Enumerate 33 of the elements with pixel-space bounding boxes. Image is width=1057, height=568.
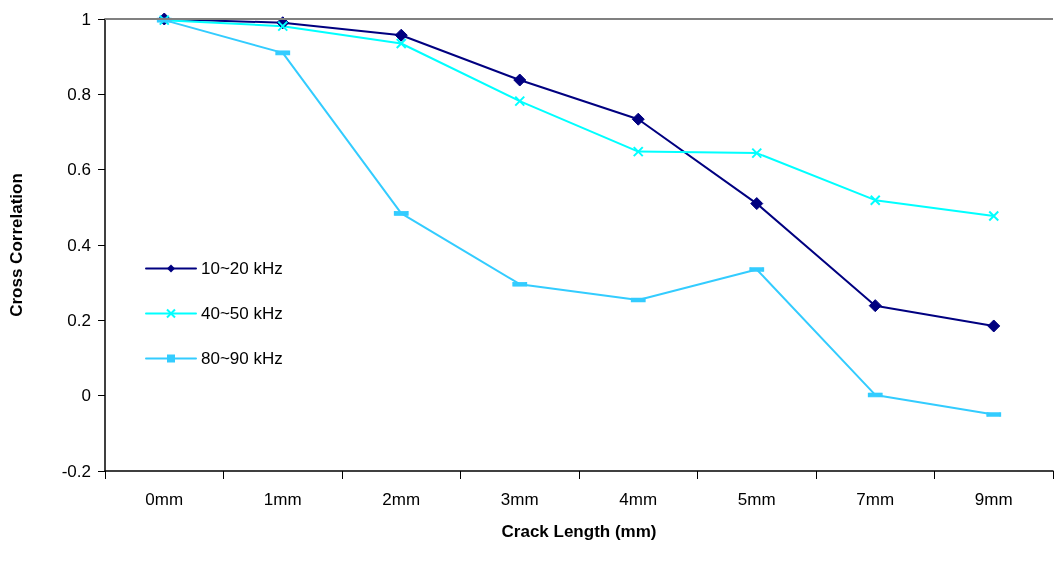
x-tick-label: 4mm bbox=[619, 490, 658, 509]
point bbox=[751, 147, 763, 159]
legend-label: 40~50 kHz bbox=[201, 304, 283, 323]
x-tick-label: 0mm bbox=[145, 490, 184, 509]
point bbox=[513, 73, 527, 87]
x-axis-title: Crack Length (mm) bbox=[501, 522, 657, 541]
y-tick-label: 0.8 bbox=[67, 84, 91, 104]
y-axis-title: Cross Correlation bbox=[7, 173, 26, 317]
y-tick-label: -0.2 bbox=[61, 461, 91, 481]
point bbox=[395, 37, 407, 49]
x-tick-label: 7mm bbox=[856, 490, 895, 509]
point bbox=[869, 194, 881, 206]
point bbox=[277, 20, 289, 32]
legend-label: 80~90 kHz bbox=[201, 349, 283, 368]
point bbox=[868, 299, 882, 313]
y-tick-label: 0.6 bbox=[67, 160, 91, 180]
x-tick-label: 2mm bbox=[382, 490, 421, 509]
point bbox=[750, 197, 764, 211]
y-tick-label: 0 bbox=[81, 386, 91, 406]
point bbox=[514, 95, 526, 107]
point bbox=[987, 319, 1001, 333]
point bbox=[394, 28, 408, 42]
point bbox=[988, 210, 1000, 222]
y-tick-label: 1 bbox=[81, 9, 91, 29]
x-tick-label: 1mm bbox=[263, 490, 302, 509]
legend-label: 10~20 kHz bbox=[201, 259, 283, 278]
point bbox=[632, 146, 644, 158]
x-tick-label: 3mm bbox=[500, 490, 539, 509]
y-tick-label: 0.2 bbox=[67, 310, 91, 330]
point bbox=[631, 112, 645, 126]
x-tick-label: 9mm bbox=[974, 490, 1013, 509]
x-tick-label: 5mm bbox=[737, 490, 776, 509]
y-tick-label: 0.4 bbox=[67, 235, 91, 255]
